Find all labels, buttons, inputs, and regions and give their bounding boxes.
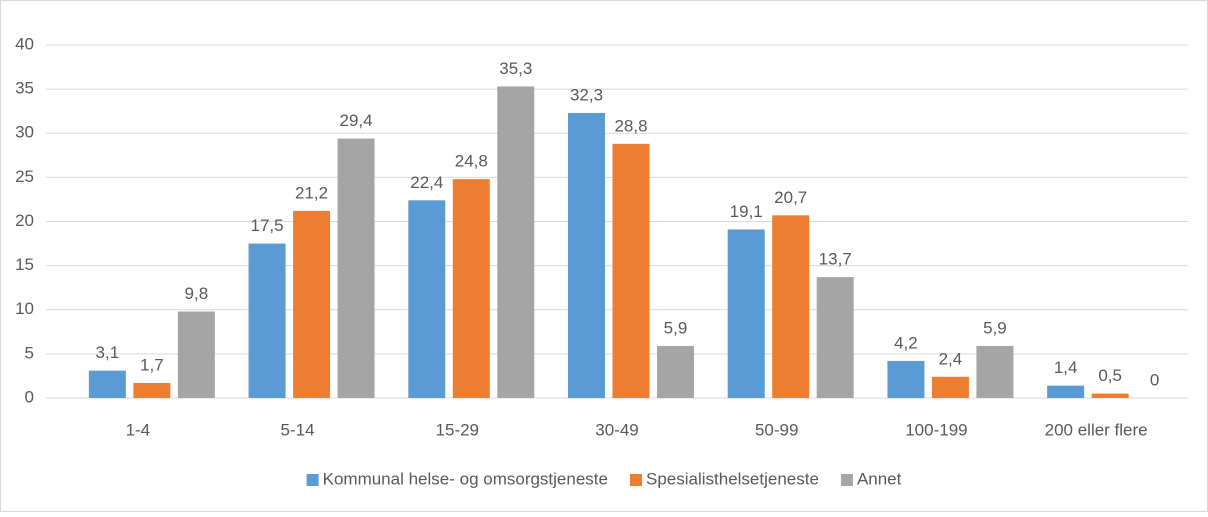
bar bbox=[88, 370, 126, 398]
bar bbox=[497, 86, 535, 398]
data-label: 3,1 bbox=[96, 343, 120, 362]
data-label: 1,4 bbox=[1054, 358, 1078, 377]
bar bbox=[931, 376, 969, 398]
y-tick-label: 35 bbox=[15, 79, 34, 98]
x-tick-label: 15-29 bbox=[436, 420, 479, 439]
bar bbox=[293, 210, 331, 398]
data-label: 9,8 bbox=[185, 284, 209, 303]
legend-swatch bbox=[306, 474, 319, 486]
bar bbox=[657, 345, 694, 398]
x-tick-label: 5-14 bbox=[281, 420, 315, 439]
bar bbox=[727, 229, 765, 398]
data-label: 22,4 bbox=[410, 173, 443, 192]
data-label: 13,7 bbox=[819, 250, 852, 269]
legend-label: Kommunal helse- og omsorgstjeneste bbox=[323, 469, 608, 488]
bar bbox=[976, 345, 1014, 398]
data-label: 0 bbox=[1150, 370, 1159, 389]
bar bbox=[177, 311, 215, 398]
data-label: 5,9 bbox=[664, 318, 688, 337]
data-label: 28,8 bbox=[614, 116, 647, 135]
data-label: 29,4 bbox=[340, 111, 373, 130]
x-tick-label: 100-199 bbox=[905, 420, 967, 439]
x-tick-label: 50-99 bbox=[755, 420, 798, 439]
data-label: 4,2 bbox=[894, 333, 918, 352]
data-label: 5,9 bbox=[983, 318, 1007, 337]
bar bbox=[248, 243, 286, 398]
data-label: 32,3 bbox=[570, 85, 603, 104]
bar bbox=[1047, 385, 1085, 398]
y-tick-label: 10 bbox=[15, 299, 34, 318]
data-label: 21,2 bbox=[295, 183, 328, 202]
legend-label: Annet bbox=[857, 469, 902, 488]
data-label: 35,3 bbox=[499, 59, 532, 78]
y-tick-label: 0 bbox=[25, 387, 34, 406]
legend-swatch bbox=[840, 474, 853, 486]
bar bbox=[772, 215, 810, 398]
y-tick-label: 15 bbox=[15, 255, 34, 274]
x-tick-label: 30-49 bbox=[595, 420, 638, 439]
bar bbox=[1091, 393, 1129, 398]
y-tick-label: 5 bbox=[25, 343, 34, 362]
y-tick-label: 25 bbox=[15, 167, 34, 186]
data-label: 1,7 bbox=[140, 355, 164, 374]
bar bbox=[452, 179, 490, 398]
bar bbox=[568, 112, 605, 398]
legend-swatch bbox=[629, 474, 642, 486]
bar bbox=[337, 138, 375, 399]
bar bbox=[887, 360, 925, 398]
bar bbox=[816, 277, 854, 398]
bar bbox=[133, 382, 171, 398]
x-tick-label: 1-4 bbox=[126, 420, 151, 439]
legend-label: Spesialisthelsetjeneste bbox=[646, 469, 819, 488]
data-label: 17,5 bbox=[251, 216, 284, 235]
data-label: 24,8 bbox=[455, 152, 488, 171]
y-tick-label: 40 bbox=[15, 34, 34, 53]
x-tick-label: 200 eller flere bbox=[1045, 420, 1148, 439]
data-label: 2,4 bbox=[939, 349, 963, 368]
bar bbox=[612, 143, 650, 398]
y-tick-label: 30 bbox=[15, 123, 34, 142]
bar bbox=[408, 200, 446, 398]
y-tick-label: 20 bbox=[15, 211, 34, 230]
data-label: 0,5 bbox=[1098, 366, 1122, 385]
data-label: 20,7 bbox=[774, 188, 807, 207]
data-label: 19,1 bbox=[730, 202, 763, 221]
